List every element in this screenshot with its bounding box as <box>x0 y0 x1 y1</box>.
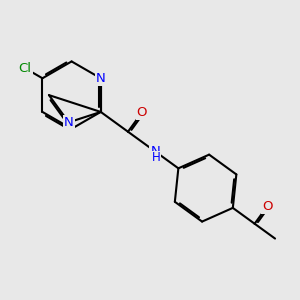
Text: N: N <box>96 72 106 85</box>
Text: N: N <box>150 145 160 158</box>
Text: Cl: Cl <box>19 62 32 75</box>
Text: H: H <box>152 151 161 164</box>
Text: O: O <box>136 106 147 119</box>
Text: N: N <box>64 116 74 129</box>
Text: O: O <box>262 200 273 212</box>
